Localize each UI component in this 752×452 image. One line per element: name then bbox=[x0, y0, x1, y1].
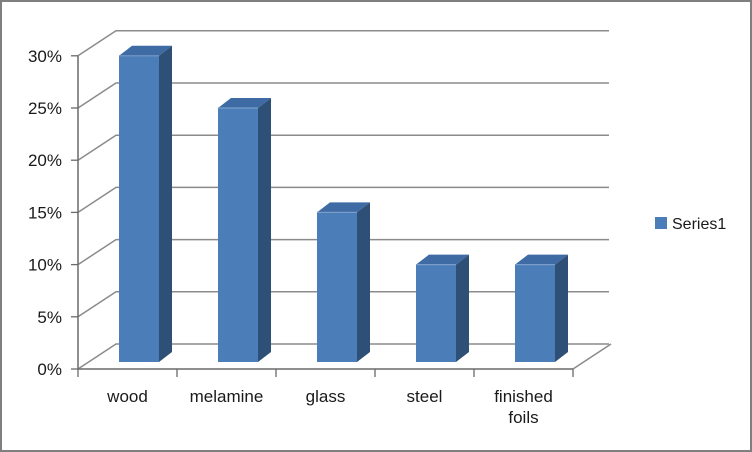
gridline bbox=[77, 186, 609, 214]
x-axis-category-label: wood bbox=[106, 387, 148, 406]
legend-label: Series1 bbox=[672, 216, 726, 233]
bar-finished-foils[interactable] bbox=[515, 254, 568, 362]
bar-melamine[interactable] bbox=[218, 98, 271, 362]
x-axis-category-label: melamine bbox=[190, 387, 264, 406]
y-axis-tick-label: 15% bbox=[28, 203, 62, 222]
floor-edge bbox=[572, 343, 612, 370]
gridline bbox=[77, 82, 609, 109]
gridline bbox=[77, 238, 609, 266]
x-axis-category-label: finished foils bbox=[494, 387, 553, 427]
bar-steel[interactable] bbox=[416, 254, 469, 362]
x-axis-category-label: glass bbox=[306, 387, 346, 406]
y-axis-tick-label: 5% bbox=[37, 308, 62, 327]
x-axis-category-label: steel bbox=[407, 387, 443, 406]
y-axis-tick-label: 10% bbox=[28, 256, 62, 275]
legend[interactable]: Series1 bbox=[655, 216, 726, 233]
gridline bbox=[77, 134, 609, 161]
bar-wood[interactable] bbox=[119, 45, 172, 363]
y-axis-tick-label: 25% bbox=[28, 99, 62, 118]
gridline bbox=[77, 30, 609, 57]
legend-marker[interactable] bbox=[655, 217, 667, 229]
bar-glass[interactable] bbox=[317, 202, 370, 362]
y-axis-tick-label: 30% bbox=[28, 47, 62, 66]
plot-area: 0% 5% 10% 15% 20% 25% 30% wood melamine glass stee… bbox=[28, 30, 612, 427]
y-axis-tick-label: 0% bbox=[37, 360, 62, 379]
y-axis-tick-label: 20% bbox=[28, 151, 62, 170]
